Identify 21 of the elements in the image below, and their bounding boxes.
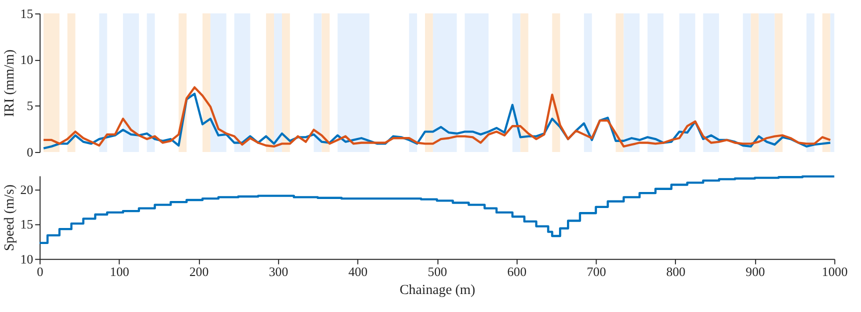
x-tick-label: 800 [666, 265, 686, 280]
x-tick-label: 400 [348, 265, 368, 280]
x-tick-label: 300 [268, 265, 288, 280]
x-tick-label: 1000 [822, 265, 848, 280]
y-tick-label: 10 [20, 252, 34, 266]
y-tick-label: 15 [20, 218, 34, 232]
x-tick-label: 200 [189, 265, 209, 280]
y-tick-label: 5 [26, 99, 34, 114]
y-axis-title: IRI (mm/m) [1, 50, 16, 117]
x-tick-label: 500 [428, 265, 448, 280]
x-tick-label: 700 [586, 265, 606, 280]
x-tick-label: 100 [110, 265, 130, 280]
y-tick-label: 0 [26, 145, 34, 160]
y-tick-label: 10 [20, 53, 34, 68]
y-tick-label: 15 [20, 6, 34, 21]
x-tick-label: 0 [36, 265, 44, 280]
x-axis-title: Chainage (m) [400, 282, 476, 297]
x-tick-label: 600 [507, 265, 527, 280]
y-tick-label: 20 [20, 183, 34, 198]
x-tick-label: 900 [746, 265, 765, 280]
y-axis-title: Speed (m/s) [1, 184, 16, 252]
